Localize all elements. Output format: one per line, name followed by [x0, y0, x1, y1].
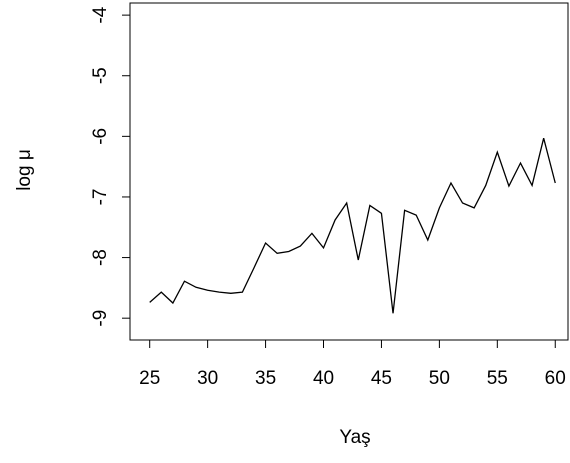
plot-box [129, 2, 569, 341]
y-tick-label: -5 [90, 67, 111, 84]
x-tick-label: 45 [371, 368, 392, 389]
y-tick-label: -6 [90, 128, 111, 145]
y-tick-label: -4 [90, 6, 111, 23]
line [149, 138, 556, 314]
x-tick-label: 25 [139, 368, 160, 389]
y-tick-label: -7 [90, 189, 111, 206]
y-axis-label: log μ [14, 149, 35, 191]
x-tick-label: 30 [197, 368, 218, 389]
x-tick-label: 55 [487, 368, 508, 389]
y-tick-label: -8 [90, 249, 111, 266]
x-tick-label: 60 [545, 368, 566, 389]
y-tick-label: -9 [90, 310, 111, 327]
x-axis-label: Yaş [339, 427, 370, 448]
x-tick-label: 50 [429, 368, 450, 389]
x-tick-label: 35 [255, 368, 276, 389]
x-tick-label: 40 [313, 368, 334, 389]
